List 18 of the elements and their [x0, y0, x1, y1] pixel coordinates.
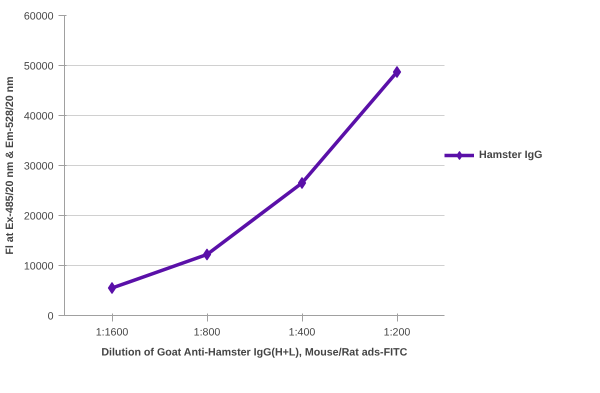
y-tick-label: 40000	[24, 110, 54, 122]
legend-label: Hamster IgG	[479, 149, 542, 161]
point	[108, 282, 116, 294]
y-tick-label: 50000	[24, 60, 54, 72]
x-tick-label: 1:200	[384, 326, 410, 338]
y-tick-label: 60000	[24, 10, 54, 22]
y-tick-label: 10000	[24, 260, 54, 272]
x-tick-label: 1:1600	[96, 326, 128, 338]
y-tick-label: 30000	[24, 160, 54, 172]
y-tick-label: 0	[48, 310, 54, 322]
x-axis-title: Dilution of Goat Anti-Hamster IgG(H+L), Mouse/Rat ads-FITC	[101, 346, 408, 358]
x-tick-label: 1:400	[288, 326, 316, 338]
point	[202, 248, 212, 260]
x-tick-label: 1:800	[194, 326, 220, 338]
point	[392, 66, 402, 78]
y-tick-label: 20000	[24, 210, 54, 222]
y-axis-title: Fl at Ex-485/20 nm & Em-528/20 nm	[4, 76, 16, 255]
point	[298, 177, 306, 189]
